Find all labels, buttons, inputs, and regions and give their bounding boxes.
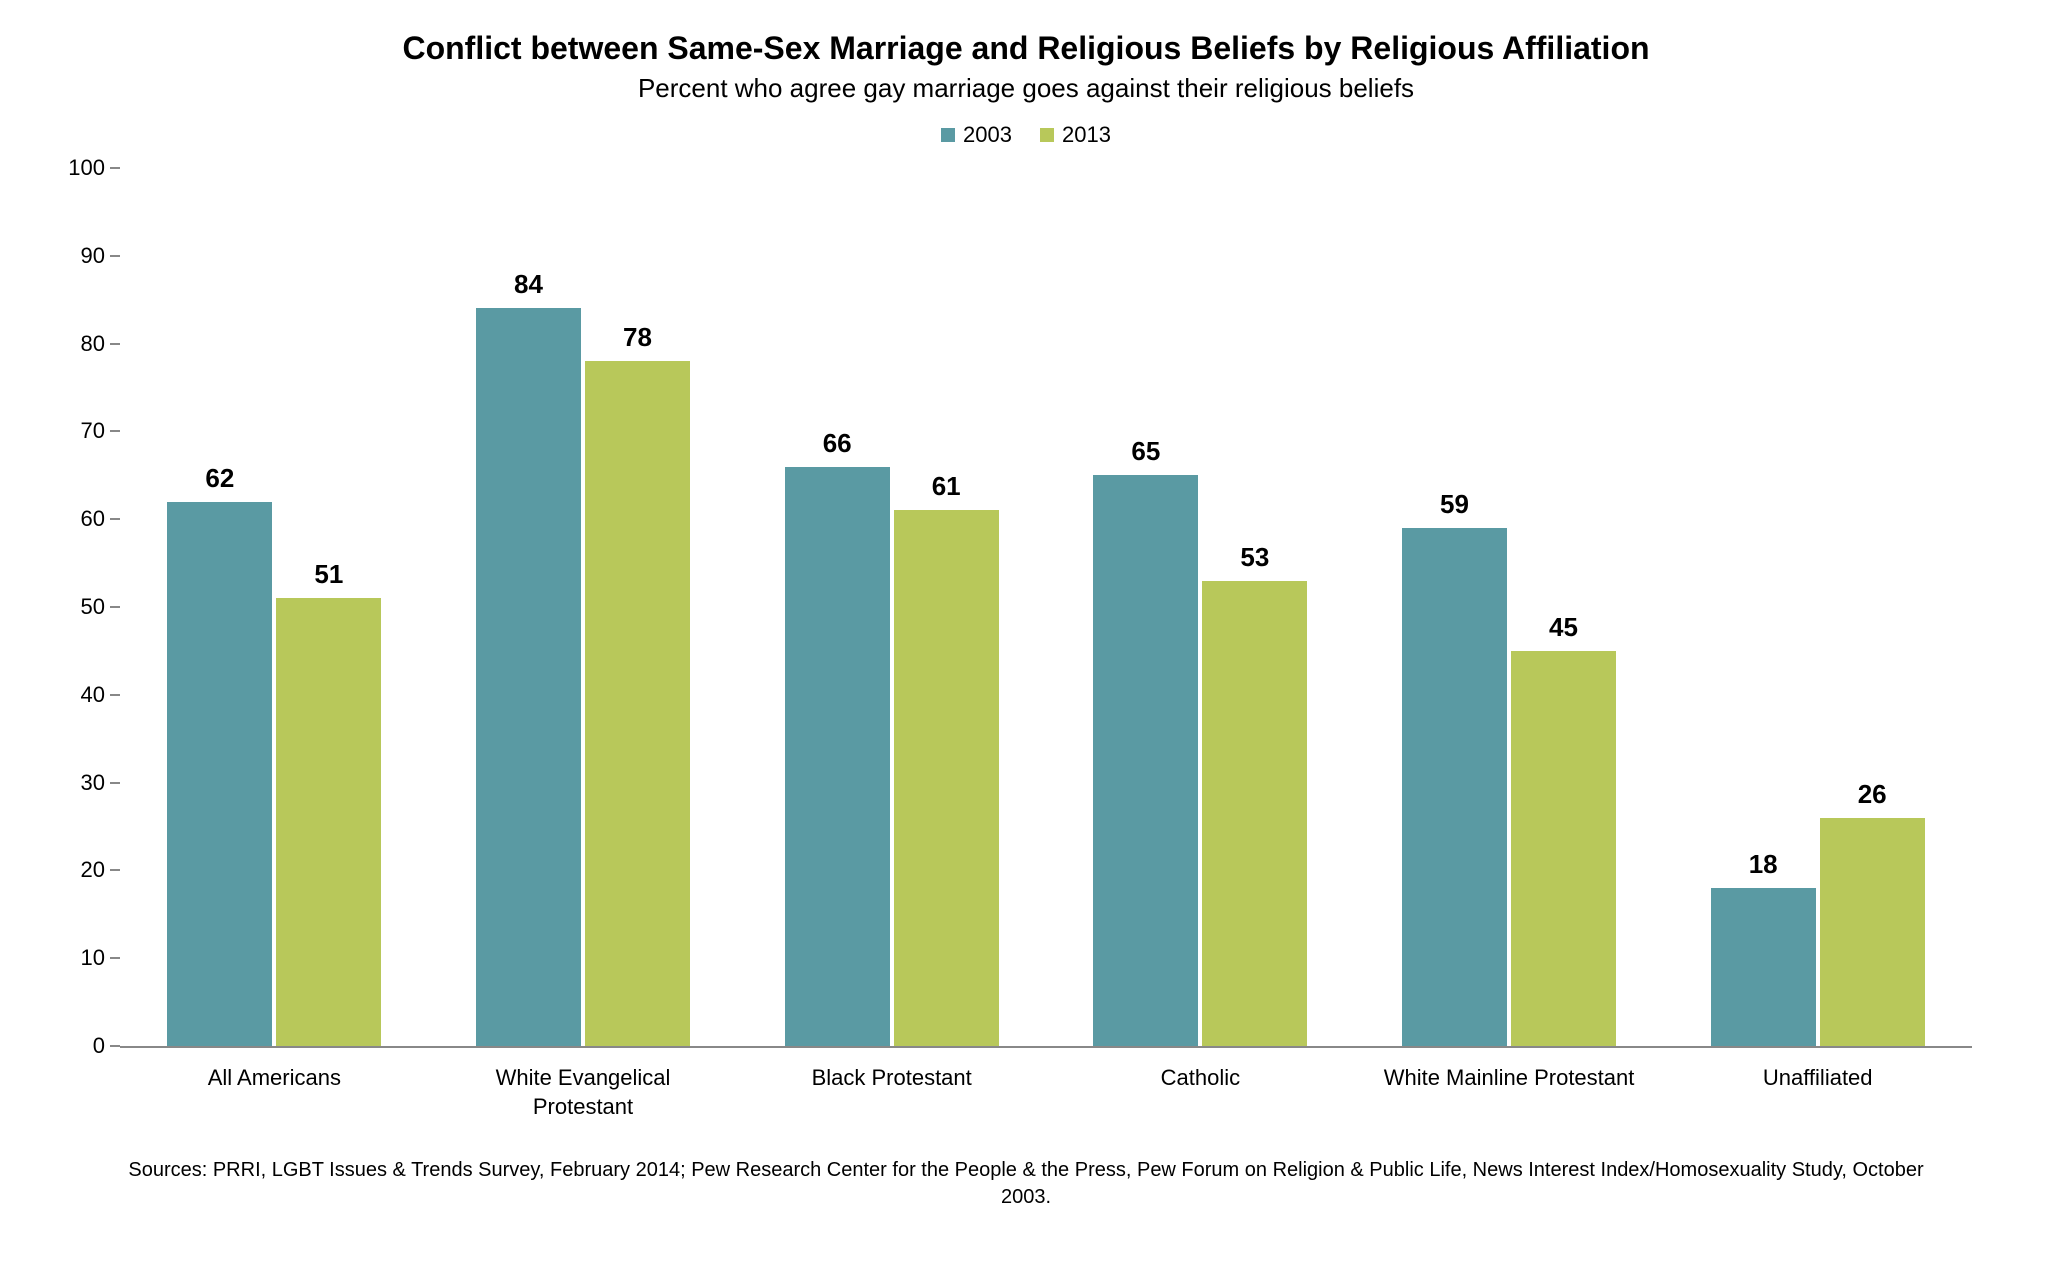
- x-axis-labels: All AmericansWhite EvangelicalProtestant…: [120, 1064, 1972, 1121]
- bar-group: 6553: [1046, 168, 1355, 1046]
- y-tick-label: 50: [81, 594, 105, 620]
- y-tick-label: 0: [93, 1033, 105, 1059]
- legend-swatch-icon: [1040, 128, 1054, 142]
- bar-value-label: 59: [1440, 489, 1469, 520]
- y-tick-mark: [110, 1045, 120, 1047]
- y-tick-mark: [110, 167, 120, 169]
- legend: 2003 2013: [60, 122, 1992, 148]
- bar-value-label: 84: [514, 269, 543, 300]
- y-tick-label: 30: [81, 770, 105, 796]
- chart-subtitle: Percent who agree gay marriage goes agai…: [60, 73, 1992, 104]
- bar-value-label: 78: [623, 322, 652, 353]
- bar-group: 5945: [1355, 168, 1664, 1046]
- y-tick-label: 10: [81, 945, 105, 971]
- bar-group: 6661: [737, 168, 1046, 1046]
- bar-groups: 625184786661655359451826: [120, 168, 1972, 1046]
- bar-value-label: 66: [823, 428, 852, 459]
- y-tick-mark: [110, 869, 120, 871]
- bar: 51: [276, 598, 381, 1046]
- y-tick-label: 70: [81, 418, 105, 444]
- bar: 18: [1711, 888, 1816, 1046]
- bar: 26: [1820, 818, 1925, 1046]
- bar: 66: [785, 467, 890, 1046]
- bar-value-label: 53: [1240, 542, 1269, 573]
- plot-area: 0102030405060708090100 62518478666165535…: [120, 168, 1972, 1048]
- legend-item: 2013: [1040, 122, 1111, 148]
- y-tick-label: 80: [81, 331, 105, 357]
- x-axis-label: Black Protestant: [737, 1064, 1046, 1121]
- y-tick-mark: [110, 255, 120, 257]
- x-axis-label: White EvangelicalProtestant: [429, 1064, 738, 1121]
- y-tick-mark: [110, 343, 120, 345]
- bar-value-label: 26: [1858, 779, 1887, 810]
- y-tick-label: 20: [81, 857, 105, 883]
- x-axis-label: All Americans: [120, 1064, 429, 1121]
- bar-value-label: 18: [1749, 849, 1778, 880]
- bar: 65: [1093, 475, 1198, 1046]
- y-tick-label: 60: [81, 506, 105, 532]
- bar: 62: [167, 502, 272, 1046]
- y-tick-label: 90: [81, 243, 105, 269]
- bar-value-label: 51: [314, 559, 343, 590]
- y-tick-mark: [110, 518, 120, 520]
- bar-value-label: 61: [932, 471, 961, 502]
- y-tick-mark: [110, 782, 120, 784]
- chart-title: Conflict between Same-Sex Marriage and R…: [60, 30, 1992, 67]
- bar: 53: [1202, 581, 1307, 1046]
- y-tick-mark: [110, 694, 120, 696]
- source-citation: Sources: PRRI, LGBT Issues & Trends Surv…: [60, 1157, 1992, 1211]
- bar-group: 1826: [1663, 168, 1972, 1046]
- legend-label: 2013: [1062, 122, 1111, 148]
- bar-value-label: 45: [1549, 612, 1578, 643]
- bar: 61: [894, 510, 999, 1046]
- y-tick-mark: [110, 430, 120, 432]
- bar-group: 8478: [429, 168, 738, 1046]
- x-axis-label: Unaffiliated: [1663, 1064, 1972, 1121]
- chart-area: 0102030405060708090100 62518478666165535…: [120, 168, 1972, 1121]
- bar-value-label: 65: [1131, 436, 1160, 467]
- bar: 45: [1511, 651, 1616, 1046]
- x-axis-label: White Mainline Protestant: [1355, 1064, 1664, 1121]
- bar: 59: [1402, 528, 1507, 1046]
- y-tick-mark: [110, 957, 120, 959]
- bar: 84: [476, 308, 581, 1046]
- bar: 78: [585, 361, 690, 1046]
- x-axis-label: Catholic: [1046, 1064, 1355, 1121]
- y-axis: 0102030405060708090100: [60, 168, 115, 1046]
- y-tick-mark: [110, 606, 120, 608]
- legend-swatch-icon: [941, 128, 955, 142]
- bar-value-label: 62: [205, 463, 234, 494]
- y-tick-label: 40: [81, 682, 105, 708]
- legend-item: 2003: [941, 122, 1012, 148]
- legend-label: 2003: [963, 122, 1012, 148]
- y-tick-label: 100: [68, 155, 105, 181]
- bar-group: 6251: [120, 168, 429, 1046]
